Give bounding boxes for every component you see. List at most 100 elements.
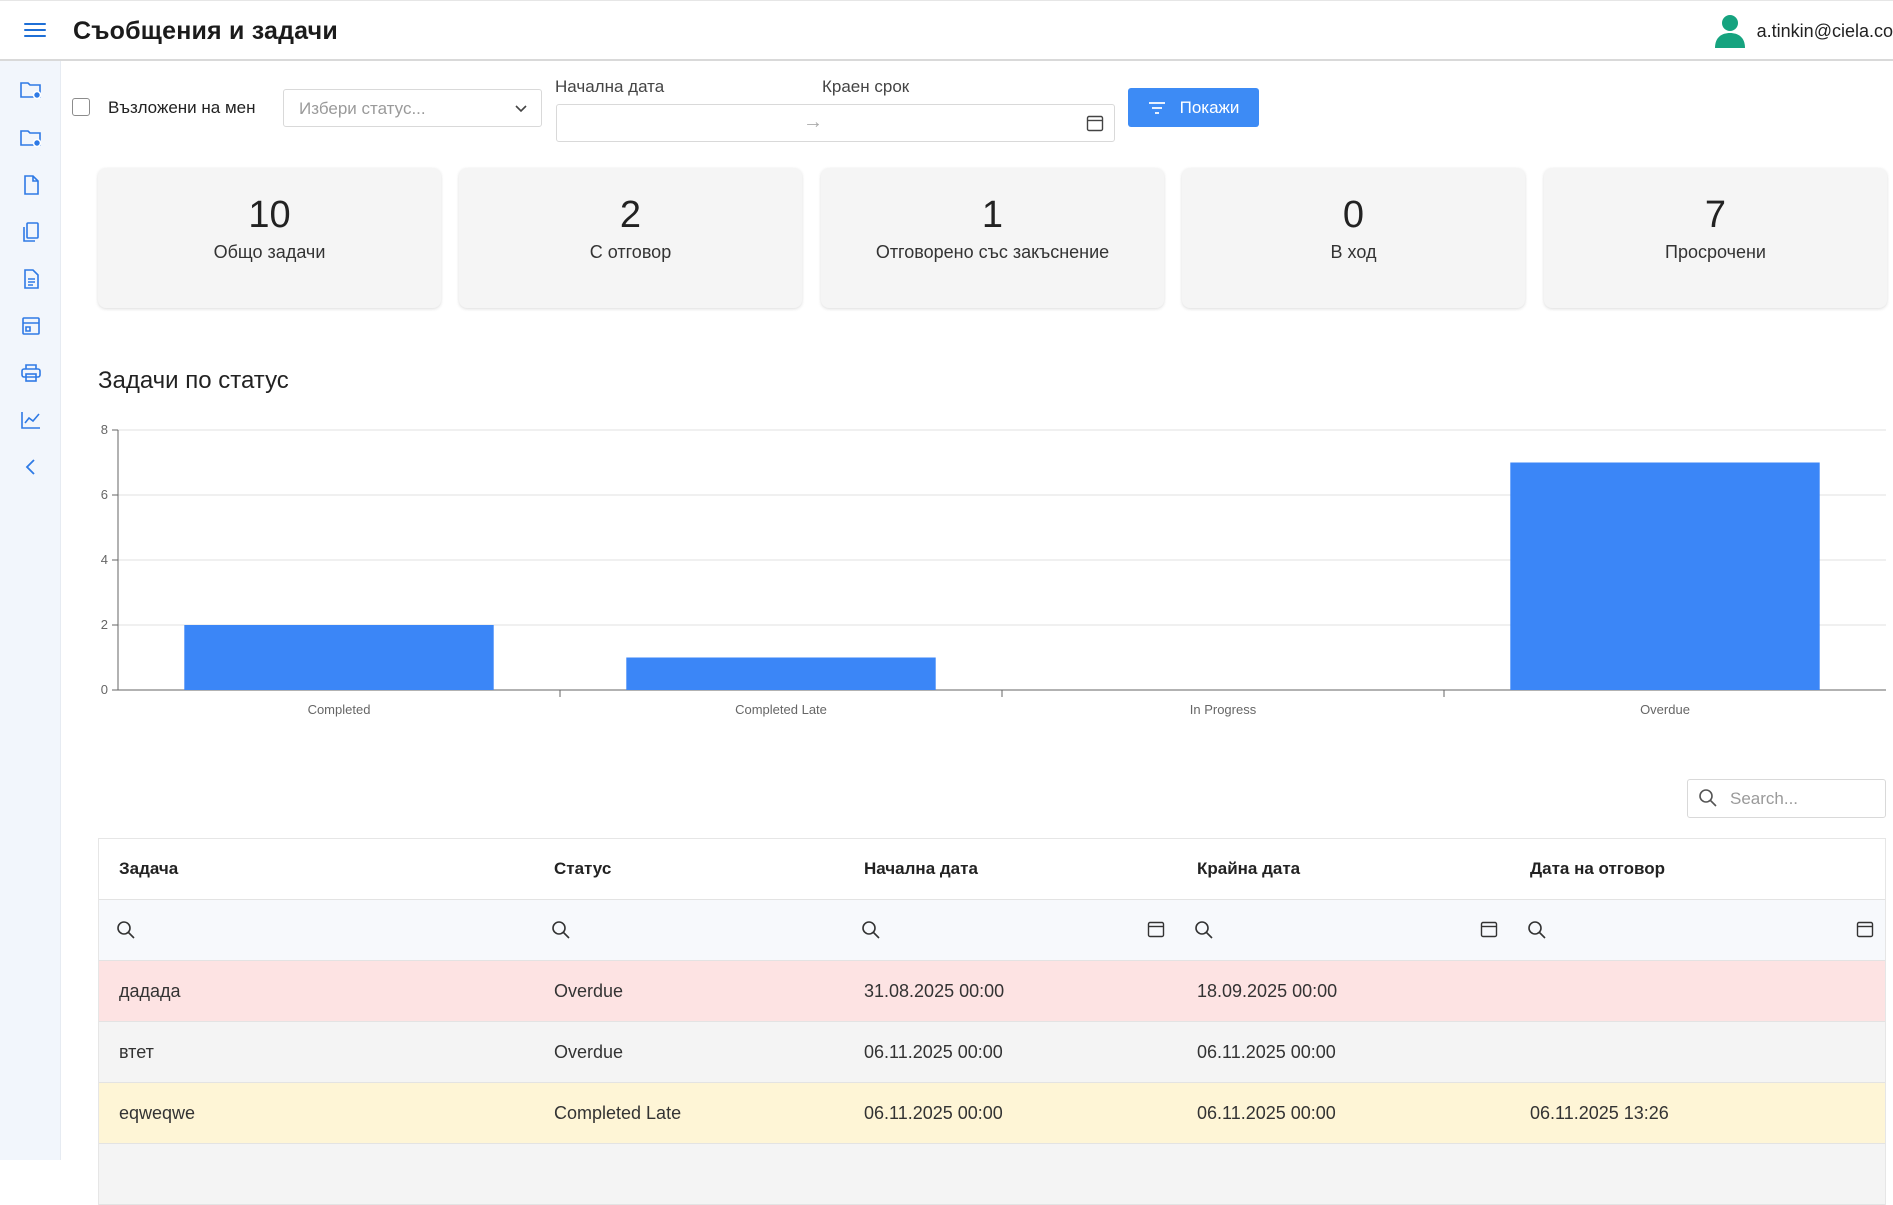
task-answered-date: 06.11.2025 13:26 [1530, 1102, 1669, 1123]
table-row-partial [99, 1144, 1885, 1205]
filter-icon [1148, 101, 1165, 114]
sidebar-item-document[interactable] [17, 265, 45, 293]
folder-settings-icon [20, 82, 42, 100]
sidebar-collapse-button[interactable] [17, 453, 45, 481]
search-icon[interactable] [116, 920, 136, 940]
task-end-date: 06.11.2025 00:00 [1197, 1102, 1336, 1123]
stat-card-answered: 2 С отговор [459, 168, 802, 308]
status-select[interactable]: Избери статус... [283, 89, 542, 127]
table-row[interactable]: eqweqwe Completed Late 06.11.2025 00:00 … [99, 1083, 1885, 1144]
status-select-placeholder: Избери статус... [299, 99, 426, 118]
date-range-arrow: → [803, 111, 823, 133]
show-button[interactable]: Покажи [1128, 88, 1259, 127]
table-filter-row [99, 900, 1885, 961]
task-end-date: 06.11.2025 00:00 [1197, 1041, 1336, 1062]
stat-value: 2 [619, 194, 642, 236]
stat-value: 0 [1342, 194, 1365, 236]
task-name: втет [119, 1041, 154, 1062]
user-menu[interactable]: a.tinkin@ciela.co [1713, 11, 1893, 51]
app-header: Съобщения и задачи a.tinkin@ciela.co [0, 0, 1893, 61]
table-header-row: Задача Статус Начална дата Крайна дата Д… [99, 839, 1885, 900]
show-button-label: Покажи [1179, 97, 1240, 117]
sidebar-item-folders[interactable] [17, 76, 45, 104]
task-status: Overdue [554, 980, 624, 1001]
layout-icon [22, 317, 40, 335]
y-tick-label: 4 [101, 552, 108, 567]
search-icon[interactable] [861, 920, 881, 940]
task-start-date: 06.11.2025 00:00 [864, 1041, 1003, 1062]
table-row[interactable]: дадада Overdue 31.08.2025 00:00 18.09.20… [99, 961, 1885, 1022]
assigned-to-me-label: Възложени на мен [108, 98, 256, 117]
sidebar-item-reports[interactable] [17, 406, 45, 434]
stat-card-overdue: 7 Просрочени [1544, 168, 1887, 308]
task-status: Overdue [554, 1041, 624, 1062]
x-tick-label: Completed [308, 702, 371, 717]
stat-label: Отговорено със закъснение [875, 242, 1110, 262]
bar-completed [184, 625, 494, 690]
task-end-date: 18.09.2025 00:00 [1197, 980, 1338, 1001]
left-sidebar [0, 61, 61, 1160]
column-header-answered-date[interactable]: Дата на отговор [1530, 859, 1666, 878]
user-email: a.tinkin@ciela.co [1756, 20, 1893, 41]
y-tick-label: 0 [101, 682, 108, 697]
x-tick-label: Completed Late [735, 702, 827, 717]
task-status: Completed Late [554, 1102, 682, 1123]
end-date-label: Краен срок [822, 77, 910, 96]
tasks-by-status-chart: 0 2 4 6 8 Completed Completed Late In Progress O… [101, 422, 1886, 717]
calendar-icon[interactable] [1480, 920, 1498, 938]
tasks-table: Задача Статус Начална дата Крайна дата Д… [98, 838, 1886, 1205]
task-start-date: 31.08.2025 00:00 [864, 980, 1005, 1001]
task-start-date: 06.11.2025 00:00 [864, 1102, 1003, 1123]
sidebar-item-copy[interactable] [17, 218, 45, 246]
sidebar-item-folders-2[interactable] [17, 124, 45, 152]
calendar-icon[interactable] [1147, 920, 1165, 938]
search-icon[interactable] [551, 920, 571, 940]
stat-card-answered-late: 1 Отговорено със закъснение [821, 168, 1164, 308]
table-row[interactable]: втет Overdue 06.11.2025 00:00 06.11.2025… [99, 1022, 1885, 1083]
column-header-status[interactable]: Статус [554, 859, 612, 878]
table-search-input[interactable] [1728, 788, 1882, 810]
table-search[interactable] [1687, 779, 1886, 818]
sidebar-item-file[interactable] [17, 171, 45, 199]
date-range-picker[interactable]: → [556, 104, 1115, 142]
bar-overdue [1510, 462, 1820, 690]
calendar-icon[interactable] [1856, 920, 1874, 938]
stat-label: С отговор [589, 242, 672, 262]
stat-value: 1 [981, 194, 1004, 236]
column-header-start-date[interactable]: Начална дата [864, 859, 978, 878]
start-date-label: Начална дата [555, 77, 665, 96]
page-title: Съобщения и задачи [73, 17, 338, 45]
user-avatar-icon [1714, 15, 1745, 48]
assigned-to-me-checkbox[interactable] [72, 98, 90, 116]
bar-completed-late [626, 657, 936, 690]
stat-value: 7 [1704, 194, 1727, 236]
chevron-left-icon [25, 459, 35, 475]
search-icon[interactable] [1527, 920, 1547, 940]
stat-card-total: 10 Общо задачи [98, 168, 441, 308]
sidebar-item-print[interactable] [17, 359, 45, 387]
file-text-icon [24, 269, 39, 289]
column-header-end-date[interactable]: Крайна дата [1197, 859, 1301, 878]
column-header-task[interactable]: Задача [119, 859, 179, 878]
y-tick-label: 8 [101, 422, 108, 437]
search-icon[interactable] [1194, 920, 1214, 940]
hamburger-menu-icon[interactable] [22, 19, 48, 41]
x-tick-label: In Progress [1190, 702, 1257, 717]
y-tick-label: 6 [101, 487, 108, 502]
sidebar-item-layout[interactable] [17, 312, 45, 340]
file-icon [24, 175, 39, 195]
copy-icon [23, 222, 39, 242]
stat-label: Просрочени [1665, 242, 1766, 262]
stat-label: В ход [1330, 242, 1377, 262]
x-tick-label: Overdue [1640, 702, 1690, 717]
chevron-down-icon [515, 105, 527, 113]
line-chart-icon [21, 412, 40, 429]
y-tick-label: 2 [101, 617, 108, 632]
stat-label: Общо задачи [213, 242, 326, 262]
calendar-icon[interactable] [1086, 114, 1104, 132]
stat-card-in-progress: 0 В ход [1182, 168, 1525, 308]
task-name: дадада [119, 980, 181, 1001]
stat-value: 10 [248, 194, 291, 236]
search-icon [1699, 789, 1717, 807]
printer-icon [21, 364, 41, 382]
